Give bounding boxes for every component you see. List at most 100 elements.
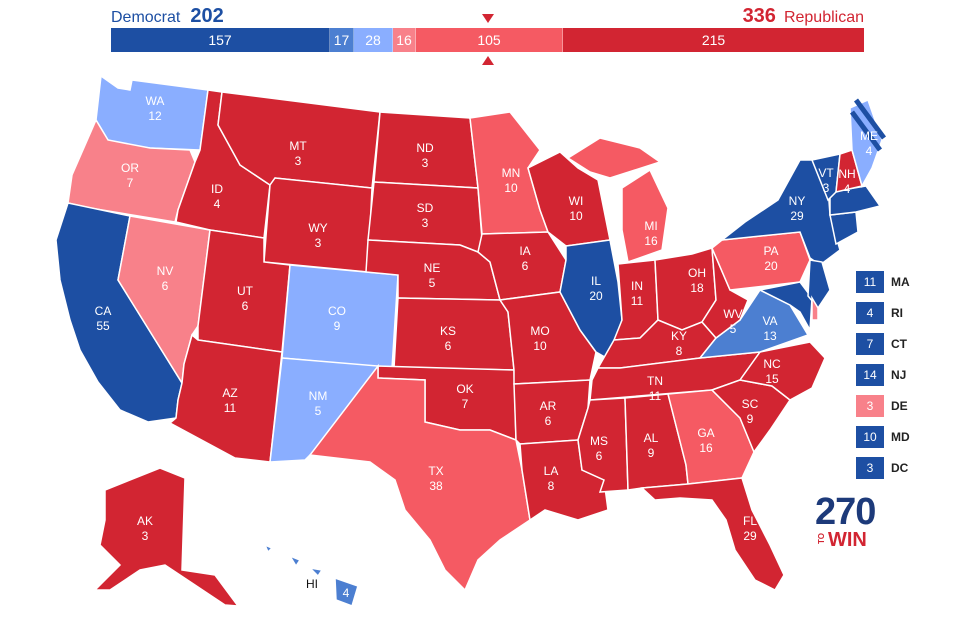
state-votes-wa: 12 xyxy=(148,109,162,123)
legend-state: CT xyxy=(891,337,907,351)
legend-votes: 14 xyxy=(856,364,884,386)
state-label-pa: PA xyxy=(763,244,778,258)
state-votes-ut: 6 xyxy=(242,299,249,313)
state-votes-mo: 10 xyxy=(533,339,547,353)
logo-to: TO xyxy=(817,533,826,544)
legend-votes: 4 xyxy=(856,302,884,324)
state-votes-ky: 8 xyxy=(676,344,683,358)
state-nc[interactable] xyxy=(738,341,826,401)
legend-votes: 3 xyxy=(856,457,884,479)
bar-segment-safe-rep[interactable]: 215 xyxy=(563,28,864,52)
state-votes-az: 11 xyxy=(224,401,237,415)
state-votes-or: 7 xyxy=(127,176,134,190)
state-label-la: LA xyxy=(544,464,559,478)
legend-row-md[interactable]: 10 MD xyxy=(856,425,926,449)
legend-row-ri[interactable]: 4 RI xyxy=(856,301,926,325)
state-label-ok: OK xyxy=(456,382,473,396)
democrat-label: Democrat xyxy=(111,9,181,26)
state-fl[interactable] xyxy=(640,477,785,591)
state-label-ut: UT xyxy=(237,284,254,298)
state-pa[interactable] xyxy=(711,231,811,291)
state-label-ky: KY xyxy=(671,329,687,343)
state-label-il: IL xyxy=(591,274,601,288)
legend-row-ma[interactable]: 11 MA xyxy=(856,270,926,294)
state-votes-hi: 4 xyxy=(343,586,350,600)
state-tx[interactable] xyxy=(308,363,531,592)
state-label-mt: MT xyxy=(289,139,307,153)
republican-label: Republican xyxy=(783,9,864,26)
state-votes-ks: 6 xyxy=(445,339,452,353)
state-label-or: OR xyxy=(121,161,139,175)
democrat-total: 202 xyxy=(190,5,224,27)
me-district-split-icon xyxy=(849,98,887,152)
state-label-va: VA xyxy=(762,314,777,328)
state-ak[interactable] xyxy=(93,467,240,607)
republican-total: 336 xyxy=(742,5,776,27)
legend-votes: 3 xyxy=(856,395,884,417)
state-label-ny: NY xyxy=(789,194,806,208)
state-votes-in: 11 xyxy=(631,294,644,308)
legend-row-nj[interactable]: 14 NJ xyxy=(856,363,926,387)
state-label-ak: AK xyxy=(137,514,153,528)
state-label-mo: MO xyxy=(530,324,549,338)
state-votes-vt: 3 xyxy=(823,181,830,195)
state-votes-mn: 10 xyxy=(504,181,518,195)
legend-row-de[interactable]: 3 DE xyxy=(856,394,926,418)
state-votes-ca: 55 xyxy=(96,319,110,333)
state-votes-ga: 16 xyxy=(699,441,713,455)
state-hi[interactable] xyxy=(263,543,359,607)
state-il[interactable] xyxy=(559,239,623,362)
state-mi[interactable] xyxy=(566,137,669,263)
state-label-tx: TX xyxy=(428,464,443,478)
state-label-az: AZ xyxy=(222,386,237,400)
state-label-ca: CA xyxy=(95,304,112,318)
state-md[interactable] xyxy=(757,281,813,333)
state-nj[interactable] xyxy=(807,259,831,310)
270towin-logo[interactable]: 270 TO WIN xyxy=(815,493,885,553)
state-label-tn: TN xyxy=(647,374,663,388)
legend-state: NJ xyxy=(891,368,907,382)
state-votes-ak: 3 xyxy=(142,529,149,543)
state-label-ne: NE xyxy=(424,261,441,275)
state-votes-nd: 3 xyxy=(422,156,429,170)
state-votes-mi: 16 xyxy=(644,234,658,248)
logo-number: 270 xyxy=(815,491,876,533)
state-votes-ne: 5 xyxy=(429,276,436,290)
state-label-wi: WI xyxy=(569,194,584,208)
state-label-in: IN xyxy=(631,279,643,293)
state-votes-tn: 11 xyxy=(649,389,662,403)
legend-row-ct[interactable]: 7 CT xyxy=(856,332,926,356)
bar-segment-likely-rep[interactable]: 105 xyxy=(416,28,563,52)
state-label-fl: FL xyxy=(743,514,757,528)
state-label-nc: NC xyxy=(763,357,781,371)
legend-votes: 11 xyxy=(856,271,884,293)
state-votes-va: 13 xyxy=(763,329,777,343)
state-votes-wi: 10 xyxy=(569,209,583,223)
state-label-nd: ND xyxy=(416,141,434,155)
state-wv[interactable] xyxy=(701,247,749,340)
bar-segment-lean-rep[interactable]: 16 xyxy=(393,28,416,52)
state-votes-sd: 3 xyxy=(422,216,429,230)
bar-segment-safe-dem[interactable]: 157 xyxy=(111,28,330,52)
legend-state: RI xyxy=(891,306,903,320)
bar-segment-lean-dem[interactable]: 28 xyxy=(354,28,393,52)
state-label-nv: NV xyxy=(157,264,174,278)
state-label-wv: WV xyxy=(723,307,742,321)
legend-votes: 7 xyxy=(856,333,884,355)
state-votes-tx: 38 xyxy=(429,479,443,493)
state-votes-pa: 20 xyxy=(764,259,778,273)
state-label-vt: VT xyxy=(818,166,834,180)
legend-row-dc[interactable]: 3 DC xyxy=(856,456,926,480)
state-label-ia: IA xyxy=(519,244,530,258)
state-votes-ia: 6 xyxy=(522,259,529,273)
state-label-oh: OH xyxy=(688,266,706,280)
state-de[interactable] xyxy=(811,295,819,321)
small-states-legend: 11 MA 4 RI 7 CT 14 NJ 3 DE 10 MD 3 DC xyxy=(856,270,926,487)
state-votes-wv: 5 xyxy=(730,322,737,336)
state-label-ga: GA xyxy=(697,426,714,440)
270-marker-bottom-icon xyxy=(482,56,494,65)
state-label-id: ID xyxy=(211,182,223,196)
bar-segment-likely-dem[interactable]: 17 xyxy=(330,28,354,52)
state-votes-nh: 4 xyxy=(844,182,851,196)
